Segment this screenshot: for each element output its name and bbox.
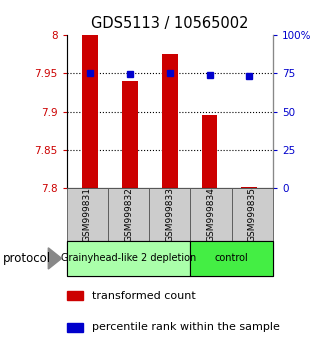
Bar [122, 81, 138, 188]
Bar [241, 187, 257, 188]
Bar [190, 241, 273, 276]
Bar [190, 188, 232, 241]
Text: transformed count: transformed count [92, 291, 195, 301]
Bar [162, 55, 178, 188]
Bar [67, 188, 108, 241]
Text: protocol: protocol [3, 252, 52, 265]
Text: GSM999831: GSM999831 [83, 187, 92, 242]
Bar [108, 188, 149, 241]
Text: GSM999833: GSM999833 [165, 187, 174, 242]
Text: GSM999832: GSM999832 [124, 187, 133, 242]
Bar [232, 188, 273, 241]
Bar [67, 241, 190, 276]
Bar [83, 35, 98, 188]
Text: GSM999835: GSM999835 [248, 187, 257, 242]
Text: Grainyhead-like 2 depletion: Grainyhead-like 2 depletion [61, 253, 196, 263]
Text: control: control [215, 253, 249, 263]
Text: GSM999834: GSM999834 [206, 187, 216, 242]
Text: percentile rank within the sample: percentile rank within the sample [92, 322, 279, 332]
Title: GDS5113 / 10565002: GDS5113 / 10565002 [91, 16, 248, 32]
Polygon shape [48, 248, 62, 269]
Bar [201, 115, 217, 188]
Bar [67, 241, 273, 276]
Bar [149, 188, 190, 241]
